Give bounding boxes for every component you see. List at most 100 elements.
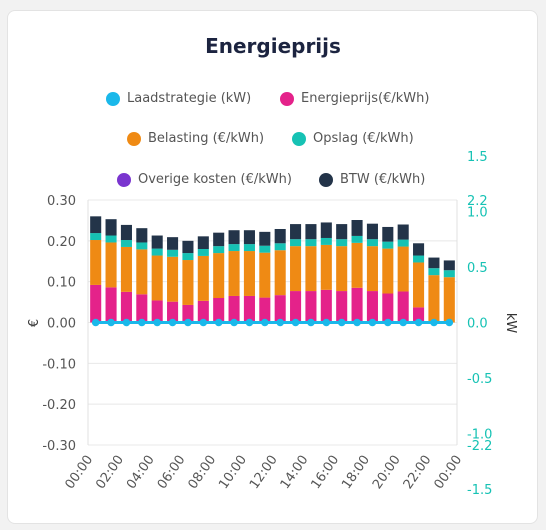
y-right-tick-label: 0.0 bbox=[467, 317, 488, 332]
bar-segment bbox=[243, 251, 255, 296]
bar-segment bbox=[182, 304, 194, 323]
bar-segment bbox=[259, 252, 271, 298]
bar-segment bbox=[366, 239, 378, 247]
bar-segment bbox=[90, 240, 102, 285]
bar-segment bbox=[351, 220, 363, 236]
y-right-tick-label: 0.5 bbox=[467, 261, 488, 276]
bar-segment bbox=[105, 242, 117, 288]
bar-segment bbox=[443, 270, 455, 278]
bar-segment bbox=[120, 291, 132, 323]
bar-segment bbox=[213, 298, 225, 323]
x-tick-label: 22:00 bbox=[401, 453, 435, 492]
x-tick-label: 02:00 bbox=[93, 453, 127, 492]
line-point bbox=[291, 318, 300, 327]
bar-segment bbox=[90, 284, 102, 323]
x-tick-label: 00:00 bbox=[62, 453, 96, 492]
bar-segment bbox=[259, 297, 271, 323]
legend-item-opslag[interactable]: Opslag (€/kWh) bbox=[292, 131, 414, 146]
bar-segment bbox=[397, 291, 409, 323]
bar-segment bbox=[290, 246, 302, 292]
bar-segment bbox=[105, 235, 117, 243]
bar-segment bbox=[151, 248, 163, 256]
bar-segment bbox=[274, 295, 286, 323]
bar-segment bbox=[382, 241, 394, 249]
legend-marker bbox=[106, 91, 120, 106]
legend-item-belasting[interactable]: Belasting (€/kWh) bbox=[127, 131, 264, 146]
line-point bbox=[276, 318, 284, 327]
bar-segment bbox=[336, 291, 348, 323]
x-tick-label: 10:00 bbox=[216, 453, 250, 492]
bar-segment bbox=[320, 237, 332, 245]
bar-segment bbox=[228, 244, 240, 252]
bar-segment bbox=[151, 235, 163, 249]
legend-item-btw[interactable]: BTW (€/kWh) bbox=[319, 172, 425, 187]
bar-segment bbox=[136, 294, 148, 323]
legend-marker bbox=[127, 131, 141, 146]
bar-segment bbox=[428, 268, 440, 276]
y-right-tick-label: 1.5 bbox=[467, 150, 488, 165]
bar-segment bbox=[366, 246, 378, 292]
line-point bbox=[261, 318, 269, 327]
x-tick-label: 06:00 bbox=[155, 453, 189, 492]
bar-segment bbox=[120, 224, 132, 241]
bar-segment bbox=[443, 260, 455, 271]
legend-item-laadstrategie[interactable]: Laadstrategie (kW) bbox=[106, 91, 251, 106]
line-point bbox=[184, 318, 192, 327]
bar-segment bbox=[243, 230, 255, 245]
bar-segment bbox=[366, 223, 378, 240]
line-point bbox=[384, 318, 392, 327]
bar-segment bbox=[259, 245, 271, 253]
bar-segment bbox=[167, 237, 179, 250]
y-right-tick-label: -2.2 bbox=[467, 439, 492, 454]
bar-segment bbox=[136, 228, 148, 243]
bar-segment bbox=[259, 231, 271, 246]
line-point bbox=[107, 318, 115, 327]
bar-segment bbox=[397, 246, 409, 292]
line-point bbox=[353, 318, 361, 327]
line-point bbox=[399, 318, 407, 327]
y-left-tick-label: 0.20 bbox=[47, 235, 76, 250]
bar-segment bbox=[336, 246, 348, 292]
x-tick-label: 00:00 bbox=[431, 453, 465, 492]
x-tick-label: 12:00 bbox=[247, 453, 281, 492]
legend-label: BTW (€/kWh) bbox=[340, 172, 426, 187]
bar-segment bbox=[320, 222, 332, 238]
bar-segment bbox=[105, 287, 117, 323]
y-right-tick-label: -0.5 bbox=[467, 372, 492, 387]
legend-item-energieprijs[interactable]: Energieprijs(€/kWh) bbox=[280, 91, 429, 106]
bar-segment bbox=[397, 239, 409, 247]
y-right-axis-label: kW bbox=[503, 313, 518, 334]
bar-segment bbox=[90, 233, 102, 241]
line-point bbox=[138, 318, 146, 327]
x-tick-label: 08:00 bbox=[185, 453, 219, 492]
x-tick-label: 14:00 bbox=[278, 453, 312, 492]
y-left-tick-label: -0.20 bbox=[42, 398, 76, 413]
line-point bbox=[368, 318, 377, 327]
bar-segment bbox=[351, 235, 363, 243]
bar-segment bbox=[320, 289, 332, 323]
bar-segment bbox=[120, 240, 132, 247]
legend-marker bbox=[292, 131, 306, 146]
bar-segment bbox=[305, 239, 317, 247]
y-left-tick-label: -0.10 bbox=[42, 357, 76, 372]
line-point bbox=[337, 318, 346, 327]
legend-label: Belasting (€/kWh) bbox=[148, 131, 265, 146]
bar-segment bbox=[182, 240, 194, 254]
bar-segment bbox=[182, 253, 194, 261]
bar-segment bbox=[151, 255, 163, 301]
bar-segment bbox=[243, 295, 255, 323]
bar-segment bbox=[197, 236, 209, 249]
bar-segment bbox=[274, 243, 286, 251]
bar-segment bbox=[197, 249, 209, 256]
legend-label: Energieprijs(€/kWh) bbox=[301, 91, 430, 106]
legend-item-overige-kosten[interactable]: Overige kosten (€/kWh) bbox=[117, 172, 292, 187]
bar-segment bbox=[105, 219, 117, 236]
bar-segment bbox=[413, 243, 425, 256]
line-point bbox=[214, 318, 223, 327]
y-right-tick-label: 1.0 bbox=[467, 206, 488, 221]
x-tick-label: 16:00 bbox=[308, 453, 342, 492]
bar-segment bbox=[290, 224, 302, 240]
bar-segment bbox=[167, 249, 179, 257]
bar-segment bbox=[228, 251, 240, 296]
legend-marker bbox=[319, 172, 333, 187]
